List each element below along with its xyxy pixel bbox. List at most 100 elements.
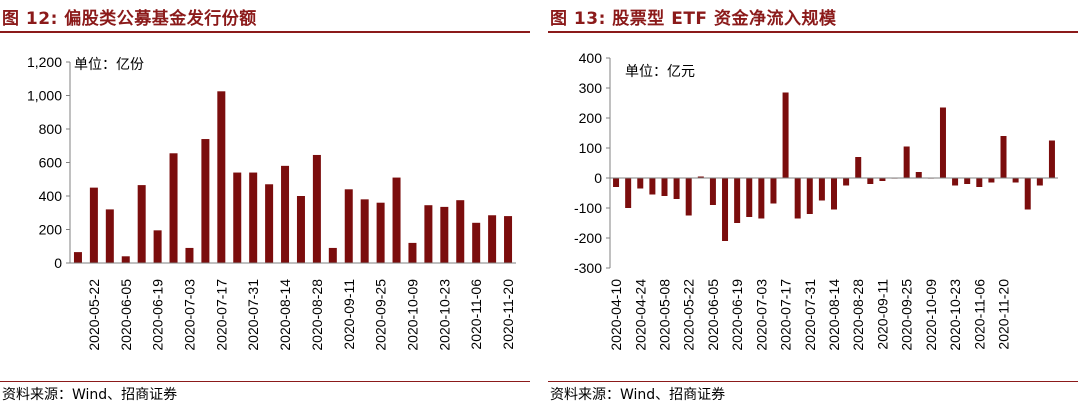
x-tick-label: 2020-10-09 (923, 279, 939, 351)
x-tick-label: 2020-09-25 (373, 279, 389, 351)
data-bar (1048, 140, 1055, 178)
x-tick-label: 2020-04-10 (608, 279, 624, 351)
data-bar (806, 178, 813, 214)
data-bar (328, 247, 337, 263)
y-tick-label: -200 (574, 230, 602, 246)
data-bar (831, 178, 837, 210)
data-bar (472, 222, 481, 263)
data-bar (360, 199, 369, 263)
data-bar (673, 178, 680, 199)
data-bar (488, 215, 497, 263)
data-bar (312, 154, 321, 263)
y-tick-label: 400 (579, 50, 603, 66)
y-tick-label: -300 (574, 260, 602, 276)
x-tick-label: 2020-05-22 (681, 279, 697, 351)
left-source-note: 资料来源：Wind、招商证券 (2, 387, 178, 403)
right-figure-panel: 图 13: 股票型 ETF 资金净流入规模 -300 -200 -100 0 100 20… (548, 0, 1080, 407)
data-bar (281, 165, 290, 263)
data-bar (939, 107, 946, 178)
left-figure-title: 图 12: 偏股类公募基金发行份额 (2, 9, 257, 29)
y-tick-label: 1,000 (27, 88, 62, 104)
x-tick-label: 2020-07-17 (213, 279, 229, 351)
data-bar (392, 177, 401, 263)
data-bar (661, 178, 668, 196)
data-bar (249, 172, 258, 263)
data-bar (217, 91, 226, 263)
x-tick-label: 2020-07-31 (802, 279, 818, 351)
x-tick-label: 2020-06-19 (729, 279, 745, 351)
data-bar (504, 216, 513, 263)
data-bar (613, 178, 620, 187)
x-tick-label: 2020-08-14 (826, 279, 842, 351)
data-bar (73, 252, 82, 263)
data-bar (867, 178, 874, 184)
data-bar (1000, 136, 1007, 178)
data-bar (625, 178, 632, 208)
data-bar (818, 178, 825, 201)
x-tick-label: 2020-08-28 (309, 279, 325, 351)
x-tick-label: 2020-08-14 (277, 279, 293, 351)
unit-label: 单位：亿份 (74, 57, 144, 73)
data-bar (1024, 178, 1031, 210)
x-tick-label: 2020-11-20 (996, 279, 1012, 350)
data-bar (976, 178, 983, 187)
right-title-rule (548, 31, 1078, 33)
x-tick-label: 2020-09-25 (899, 279, 915, 351)
data-bar (153, 230, 162, 263)
data-bar (988, 178, 995, 183)
x-tick-label: 2020-05-22 (86, 279, 102, 351)
x-tick-label: 2020-09-11 (874, 279, 890, 350)
unit-label: 单位：亿元 (625, 64, 695, 80)
x-tick-label: 2020-09-11 (341, 279, 357, 350)
data-bar (758, 178, 765, 219)
x-tick-label: 2020-06-05 (118, 279, 134, 351)
data-bar (952, 178, 959, 186)
data-bar (746, 178, 753, 217)
data-bar (722, 178, 729, 241)
data-bar (201, 139, 210, 263)
x-tick-label: 2020-11-20 (500, 279, 516, 350)
data-bar (456, 200, 465, 263)
x-tick-label: 2020-05-08 (656, 279, 672, 351)
data-bar (1036, 178, 1043, 186)
data-bar (649, 178, 656, 195)
right-source-rule (548, 381, 1078, 382)
data-bar (903, 146, 910, 178)
data-bar (879, 178, 886, 181)
x-tick-label: 2020-06-19 (150, 279, 166, 351)
x-tick-label: 2020-10-23 (436, 279, 452, 351)
data-bar (121, 256, 130, 263)
data-bar (685, 178, 692, 216)
y-tick-label: 0 (54, 255, 62, 271)
y-tick-label: 600 (39, 155, 63, 171)
data-bar (89, 187, 98, 264)
data-bar (105, 209, 114, 263)
data-bar (637, 178, 644, 189)
y-tick-label: 300 (579, 80, 603, 96)
x-tick-label: 2020-04-24 (632, 279, 648, 351)
x-tick-label: 2020-10-23 (947, 279, 963, 351)
data-bar (424, 205, 433, 263)
y-tick-label: 400 (39, 188, 63, 204)
x-tick-label: 2020-10-09 (404, 279, 420, 351)
data-bar (265, 184, 274, 263)
data-bar (855, 157, 862, 178)
x-tick-label: 2020-06-05 (705, 279, 721, 351)
y-tick-label: -100 (574, 200, 602, 216)
data-bar (697, 176, 704, 178)
x-tick-label: 2020-11-06 (971, 279, 987, 350)
y-tick-label: 200 (39, 222, 63, 238)
x-tick-label: 2020-08-28 (850, 279, 866, 351)
x-tick-label: 2020-11-06 (468, 279, 484, 350)
data-bar (843, 178, 850, 186)
left-source-rule (0, 381, 530, 382)
data-bar (770, 178, 777, 204)
data-bar (185, 247, 194, 263)
data-bar (915, 172, 922, 178)
y-tick-label: 0 (594, 170, 602, 186)
data-bar (709, 178, 716, 205)
data-bar (782, 92, 789, 178)
left-title-rule (0, 31, 530, 33)
data-bar (137, 185, 146, 263)
data-bar (344, 189, 353, 263)
